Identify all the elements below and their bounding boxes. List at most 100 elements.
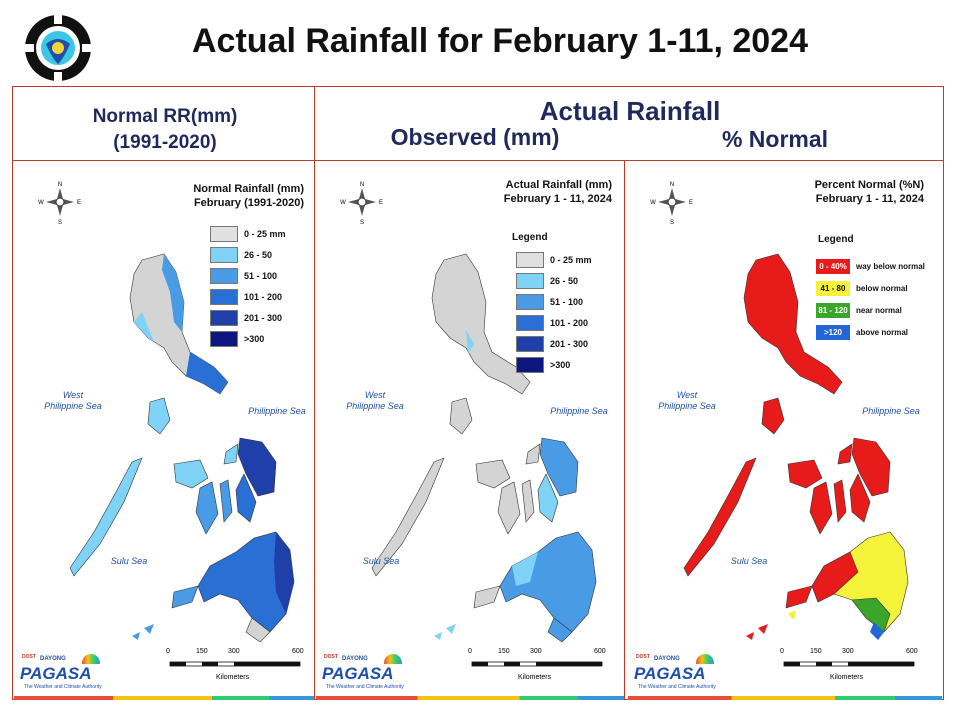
observed-rainfall-panel: N S E W Actual Rainfall (mm) February 1 - 1…: [316, 162, 624, 698]
percent-normal-header: % Normal: [721, 126, 829, 152]
percent-legend-swatch: 41 - 80: [816, 280, 850, 296]
percent-map-title: Percent Normal (%N) February 1 - 11, 202…: [778, 178, 924, 206]
percent-legend-row: 0 - 40% way below normal: [816, 258, 925, 274]
compass-w: W: [650, 200, 656, 206]
palawan-island: [371, 457, 445, 577]
observed-legend-row: 0 - 25 mm: [516, 252, 592, 268]
west-sea-line2: Philippine Sea: [44, 401, 102, 411]
normal-header-line1: Normal RR(mm): [92, 106, 238, 127]
mindanao-island: [197, 531, 295, 633]
negros-island: [809, 481, 833, 535]
normal-legend-label: 0 - 25 mm: [244, 229, 286, 239]
scale-bar-graphic: [169, 661, 301, 667]
compass-s: S: [670, 220, 674, 226]
dost-label: DOST: [636, 654, 650, 660]
normal-map-title-line2: February (1991-2020): [193, 197, 304, 209]
percent-legend-label: way below normal: [856, 261, 925, 271]
compass-n: N: [360, 182, 364, 188]
observed-legend-row: 101 - 200: [516, 315, 588, 331]
normal-legend-swatch: [210, 247, 238, 263]
scale-unit: Kilometers: [830, 674, 864, 681]
umbrella-icon: [696, 654, 714, 664]
compass-e: E: [379, 200, 383, 206]
scale-0: 0: [166, 648, 170, 655]
compass-w: W: [340, 200, 346, 206]
dyn-label: DAYONG: [342, 656, 368, 662]
normal-legend-swatch: [210, 289, 238, 305]
observed-rainfall-map: N S E W: [340, 182, 597, 643]
mindoro-island: [449, 397, 473, 435]
compass-n: N: [670, 182, 674, 188]
pagasa-brand: PAGASA: [634, 664, 706, 683]
negros-island: [497, 481, 521, 535]
panay-island: [787, 459, 823, 489]
percent-legend-swatch: >120: [816, 324, 850, 340]
scale-600: 600: [292, 648, 304, 655]
observed-legend-swatch: [516, 336, 544, 352]
scale-150: 150: [498, 648, 510, 655]
west-sea-line1: West: [364, 390, 386, 400]
percent-map-title-line1: Percent Normal (%N): [814, 179, 924, 191]
umbrella-icon: [82, 654, 100, 664]
normal-legend-label: >300: [244, 334, 265, 344]
scale-300: 300: [842, 648, 854, 655]
observed-legend-title: Legend: [512, 232, 548, 243]
observed-legend-label: 101 - 200: [550, 318, 589, 328]
compass-rose-icon: N S E W: [650, 182, 693, 226]
dyn-label: DAYONG: [40, 656, 66, 662]
header-divider: [12, 160, 944, 161]
sulu-sea-label: Sulu Sea: [730, 556, 768, 566]
observed-legend-row: 26 - 50: [516, 273, 578, 289]
compass-rose-icon: N S E W: [340, 182, 383, 226]
normal-legend-swatch: [210, 310, 238, 326]
observed-legend-row: >300: [516, 357, 570, 373]
umbrella-icon: [384, 654, 402, 664]
brand-stripe: [628, 696, 942, 700]
observed-legend-row: 51 - 100: [516, 294, 583, 310]
mindoro-island: [147, 397, 171, 435]
mindoro-island: [761, 397, 785, 435]
percent-legend-row: 81 - 120 near normal: [816, 302, 902, 318]
observed-map-title-line2: February 1 - 11, 2024: [503, 193, 612, 205]
scale-150: 150: [196, 648, 208, 655]
west-sea-line1: West: [676, 390, 698, 400]
west-sea-line2: Philippine Sea: [658, 401, 716, 411]
pagasa-tagline: The Weather and Climate Authority: [326, 684, 404, 690]
scale-150: 150: [810, 648, 822, 655]
percent-legend-title: Legend: [818, 234, 854, 245]
normal-legend-row: 26 - 50: [210, 247, 272, 263]
observed-legend-label: >300: [550, 360, 571, 370]
dyn-label: DAYONG: [654, 656, 680, 662]
normal-legend-label: 26 - 50: [244, 250, 273, 260]
actual-rainfall-header: Actual Rainfall: [539, 96, 721, 126]
scale-bar-graphic: [471, 661, 603, 667]
pagasa-brand: PAGASA: [20, 664, 92, 683]
observed-legend-swatch: [516, 357, 544, 373]
percent-legend-row: 41 - 80 below normal: [816, 280, 908, 296]
normal-rainfall-panel: N S E W Normal Rainfall (mm) February (1991…: [14, 162, 322, 698]
compass-w: W: [38, 200, 44, 206]
sulu-sea-label: Sulu Sea: [110, 556, 148, 566]
west-philippine-sea-label: West Philippine Sea: [652, 390, 722, 412]
brand-stripe: [316, 696, 624, 700]
normal-legend-label: 201 - 300: [244, 313, 283, 323]
negros-island: [195, 481, 219, 535]
scale-300: 300: [530, 648, 542, 655]
pagasa-tagline: The Weather and Climate Authority: [24, 684, 102, 690]
scale-unit: Kilometers: [518, 674, 552, 681]
normal-legend-row: 0 - 25 mm: [210, 226, 286, 242]
compass-e: E: [689, 200, 693, 206]
pagasa-brand: PAGASA: [322, 664, 394, 683]
percent-legend-label: near normal: [856, 305, 902, 315]
west-philippine-sea-label: West Philippine Sea: [38, 390, 108, 412]
percent-legend-row: >120 above normal: [816, 324, 908, 340]
observed-legend-row: 201 - 300: [516, 336, 588, 352]
west-sea-line2: Philippine Sea: [346, 401, 404, 411]
scale-600: 600: [594, 648, 606, 655]
luzon-island: [431, 253, 531, 395]
column-divider-2: [624, 160, 625, 700]
panay-island: [475, 459, 511, 489]
normal-map-title-line1: Normal Rainfall (mm): [193, 183, 304, 195]
normal-legend-row: >300: [210, 331, 264, 347]
percent-legend-swatch: 81 - 120: [816, 302, 850, 318]
